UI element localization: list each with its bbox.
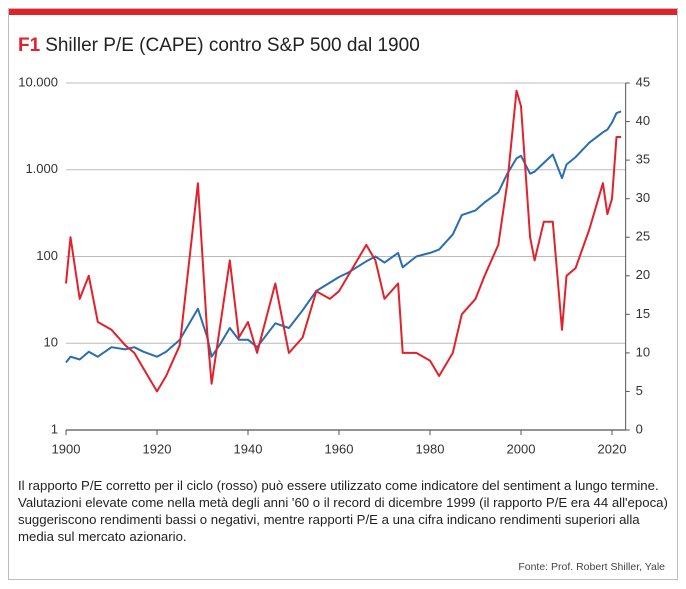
x-tick-label: 2020: [598, 441, 627, 456]
series-line: [65, 110, 622, 364]
x-tick-label: 1980: [416, 441, 445, 456]
y-tick-label: 1: [51, 421, 58, 436]
y2-tick-label: 5: [636, 383, 643, 398]
y-tick-label: 1.000: [25, 161, 58, 176]
y2-tick-label: 30: [636, 190, 650, 205]
y2-tick-label: 20: [636, 267, 650, 282]
x-tick-label: 1900: [52, 441, 81, 456]
x-tick-label: 1940: [234, 441, 263, 456]
y2-tick-label: 35: [636, 152, 650, 167]
x-tick-label: 1960: [325, 441, 354, 456]
y2-tick-label: 10: [636, 344, 650, 359]
y-tick-label: 100: [36, 248, 58, 263]
y2-tick-label: 0: [636, 421, 643, 436]
card: F1 Shiller P/E (CAPE) contro S&P 500 dal …: [8, 8, 678, 580]
y2-tick-label: 40: [636, 113, 650, 128]
x-tick-label: 2000: [507, 441, 536, 456]
source: Fonte: Prof. Robert Shiller, Yale: [518, 561, 665, 573]
y2-tick-label: 25: [636, 229, 650, 244]
y2-tick-label: 15: [636, 306, 650, 321]
title-tag: F1: [18, 35, 41, 56]
y-tick-label: 10: [44, 335, 58, 350]
accent-bar: [9, 9, 677, 15]
x-tick-label: 1920: [143, 441, 172, 456]
y2-tick-label: 45: [636, 74, 650, 89]
series-line: [65, 89, 622, 393]
chart-title: F1 Shiller P/E (CAPE) contro S&P 500 dal …: [18, 35, 420, 57]
title-text: Shiller P/E (CAPE) contro S&P 500 dal 19…: [45, 35, 420, 56]
y-tick-label: 10.000: [18, 74, 58, 89]
caption: Il rapporto P/E corretto per il ciclo (r…: [18, 478, 668, 544]
